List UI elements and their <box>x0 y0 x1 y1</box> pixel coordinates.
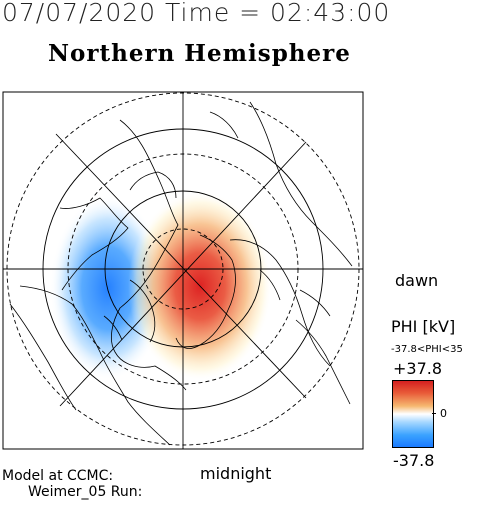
legend-range: -37.8<PHI<35 <box>391 344 463 355</box>
model-label: Model at CCMC: <box>2 468 114 484</box>
legend-title: PHI [kV] <box>391 317 456 336</box>
legend-max-label: +37.8 <box>393 359 443 378</box>
dawn-label: dawn <box>395 271 439 290</box>
legend-min-label: -37.8 <box>393 451 435 470</box>
polar-map <box>0 90 370 464</box>
hemisphere-title: Northern Hemisphere <box>48 40 351 67</box>
date-time-title: 07/07/2020 Time = 02:43:00 <box>2 0 391 27</box>
color-bar <box>392 380 434 448</box>
run-label: Weimer_05 Run: <box>28 484 143 500</box>
midnight-label: midnight <box>200 464 272 483</box>
color-bar-zero-tick <box>432 413 436 414</box>
legend-zero-label: 0 <box>440 407 447 420</box>
